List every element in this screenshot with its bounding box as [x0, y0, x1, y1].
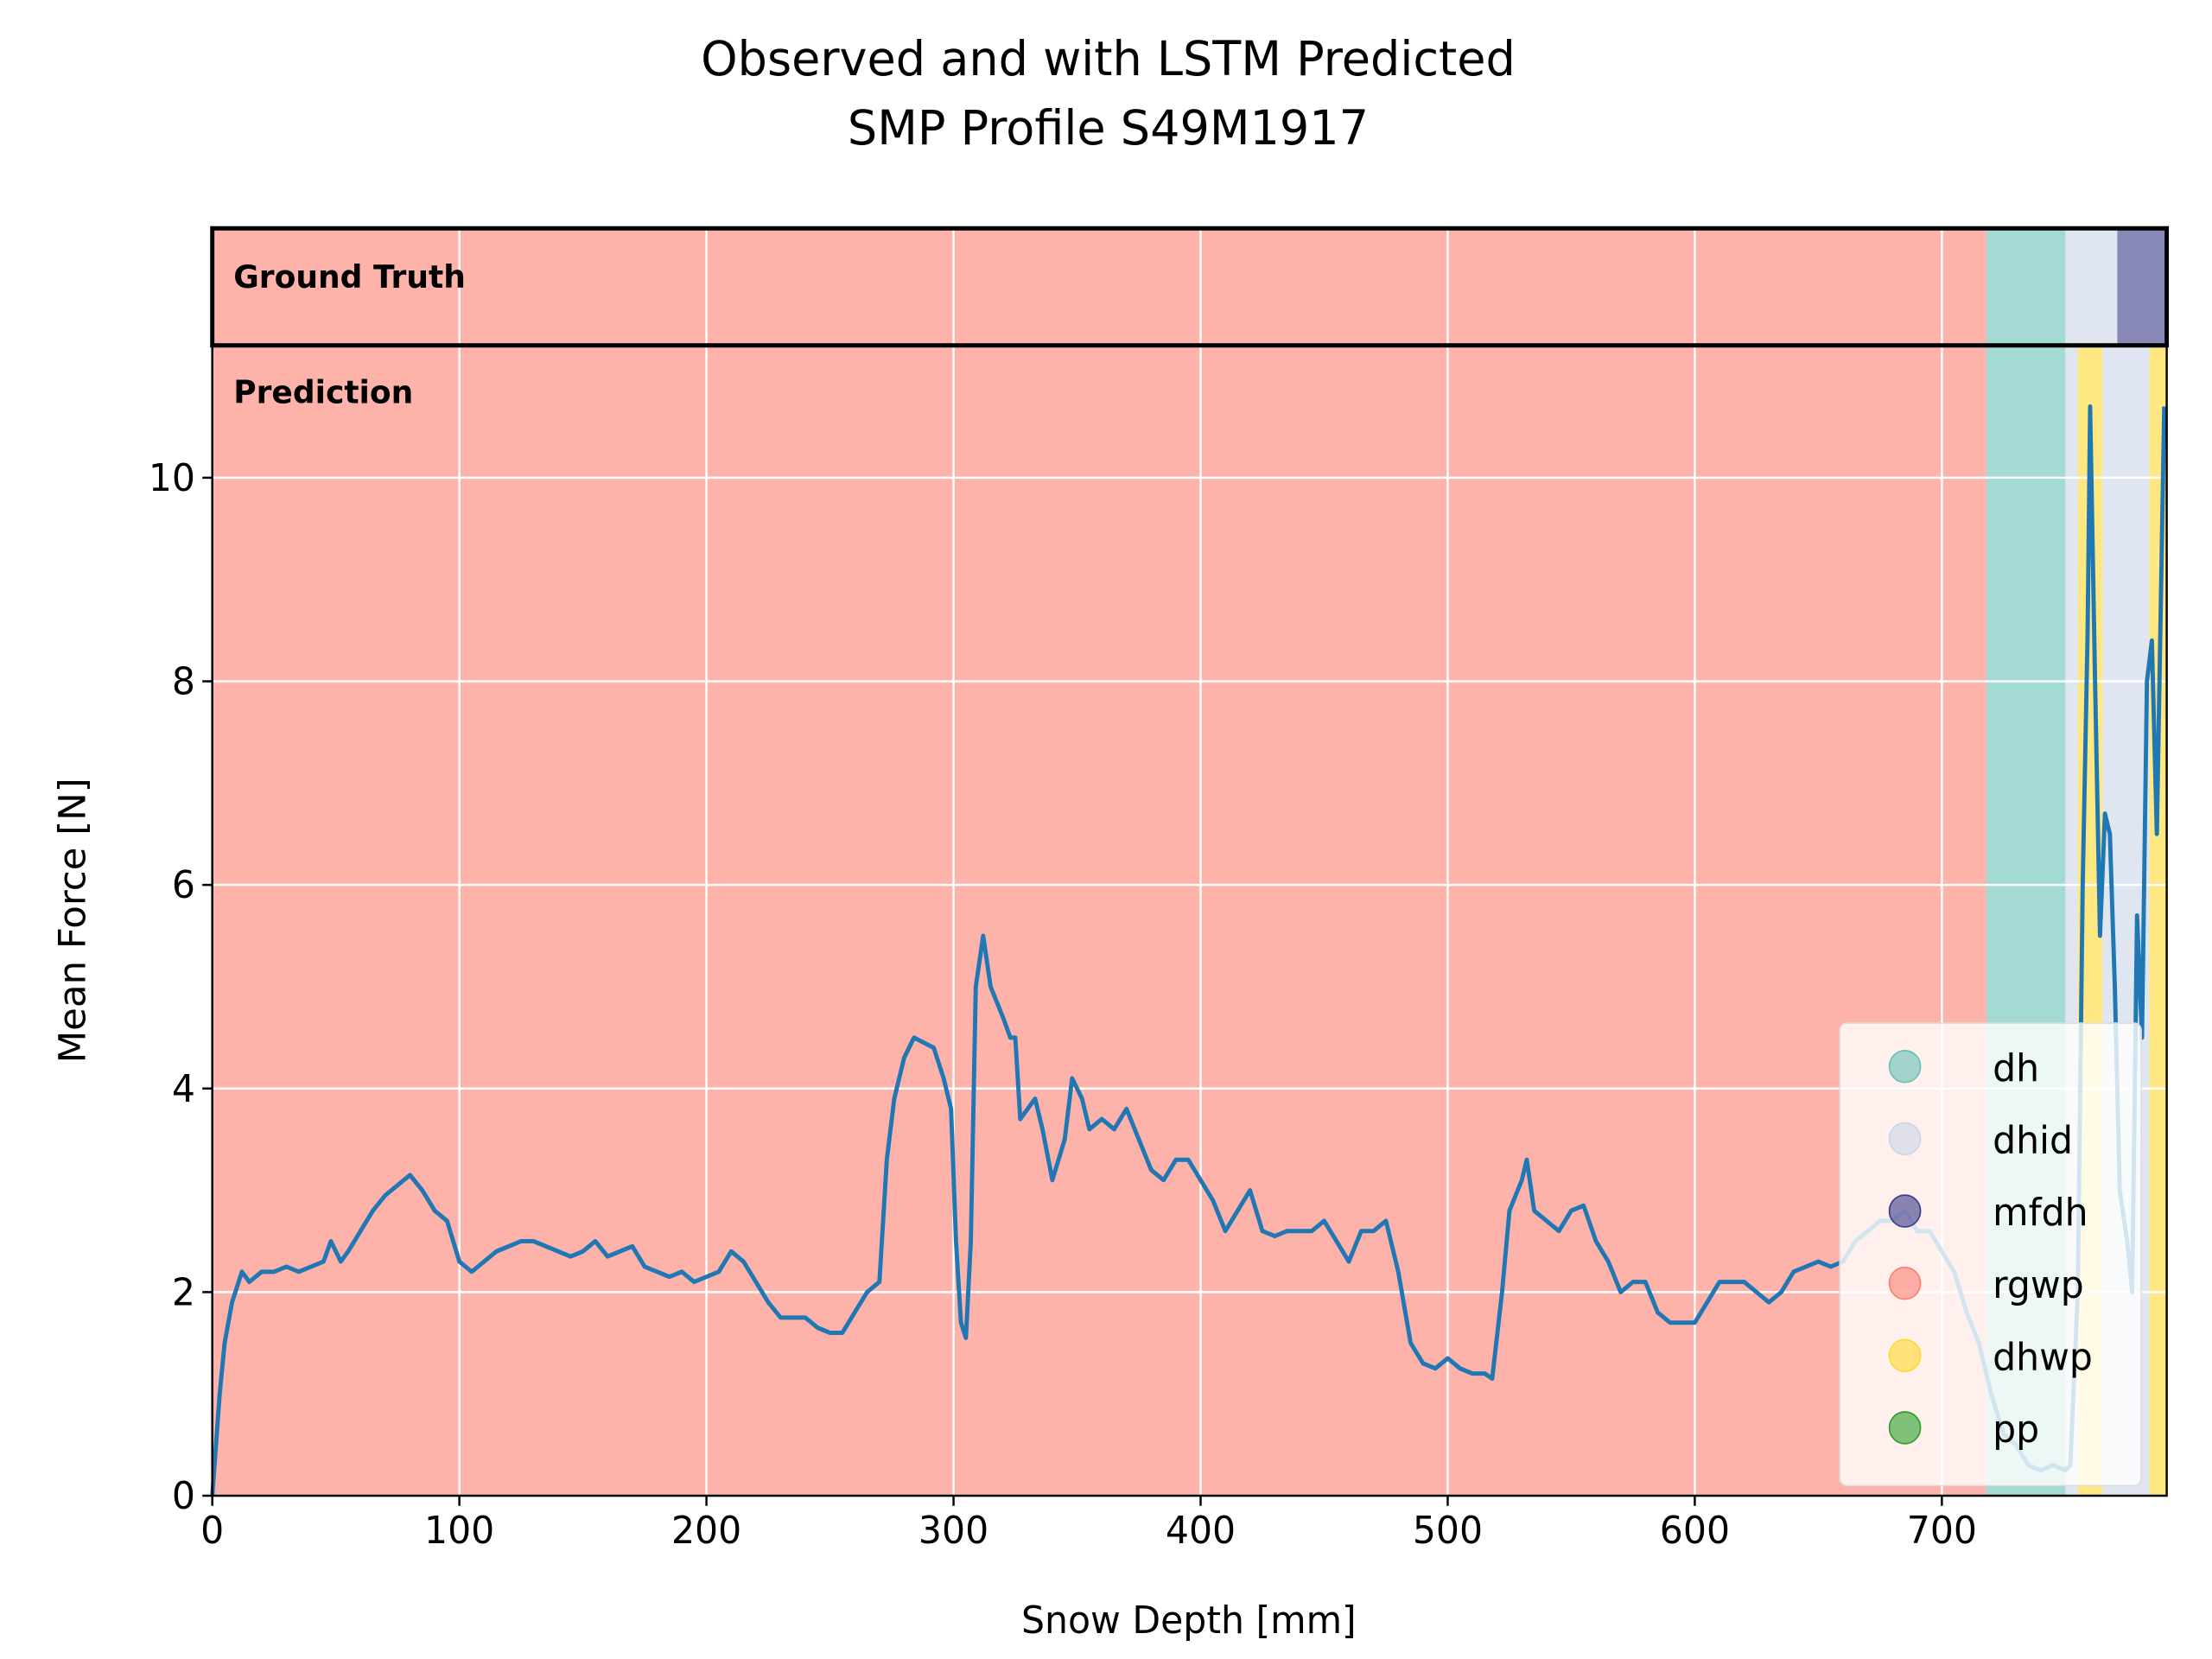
- x-tick-label: 600: [1660, 1510, 1730, 1554]
- class-band: [212, 345, 1986, 1497]
- y-tick-label: 2: [172, 1271, 195, 1315]
- legend-label: mfdh: [1993, 1192, 2088, 1236]
- chart-title: Observed and with LSTM Predicted: [701, 30, 1516, 86]
- y-axis-label: Mean Force [N]: [52, 778, 94, 1063]
- bands: [212, 228, 2167, 1497]
- x-tick-label: 300: [918, 1510, 988, 1554]
- legend-marker: [1888, 1411, 1922, 1445]
- class-band: [2117, 228, 2167, 346]
- y-tick-label: 6: [172, 864, 195, 908]
- chart-subtitle: SMP Profile S49M1917: [848, 100, 1369, 156]
- legend-marker: [1888, 1266, 1922, 1300]
- x-tick-label: 400: [1166, 1510, 1236, 1554]
- legend-box: [1839, 1022, 2142, 1487]
- frame: 0 100 200 300 400 500 600 700 0 2 4 6 8 10 Ground Trut…: [149, 226, 2170, 1554]
- y-tick-label: 4: [172, 1067, 195, 1111]
- legend: dh dhid mfdh rgwp dhwp pp: [1839, 1022, 2142, 1487]
- legend-label: rgwp: [1993, 1263, 2084, 1307]
- y-tick-label: 10: [149, 457, 195, 501]
- legend-label: dh: [1993, 1047, 2039, 1091]
- class-band: [212, 228, 1986, 346]
- legend-label: pp: [1993, 1408, 2039, 1452]
- x-tick-label: 0: [200, 1510, 224, 1554]
- legend-marker: [1888, 1338, 1922, 1373]
- x-tick-label: 200: [671, 1510, 741, 1554]
- x-tick-label: 500: [1413, 1510, 1483, 1554]
- legend-label: dhid: [1993, 1119, 2073, 1163]
- legend-marker: [1888, 1050, 1922, 1084]
- legend-label: dhwp: [1993, 1336, 2093, 1380]
- x-tick-label: 700: [1907, 1510, 1977, 1554]
- x-axis-label: Snow Depth [mm]: [1021, 1599, 1357, 1643]
- legend-marker: [1888, 1194, 1922, 1228]
- x-tick-label: 100: [424, 1510, 494, 1554]
- legend-marker: [1888, 1122, 1922, 1156]
- class-band: [1986, 228, 2066, 346]
- y-tick-label: 8: [172, 660, 195, 704]
- class-band: [2065, 228, 2118, 346]
- prediction-label: Prediction: [233, 373, 413, 410]
- ground-truth-label: Ground Truth: [233, 257, 466, 295]
- y-tick-label: 0: [172, 1475, 195, 1519]
- ground-truth-frame: [210, 226, 2170, 348]
